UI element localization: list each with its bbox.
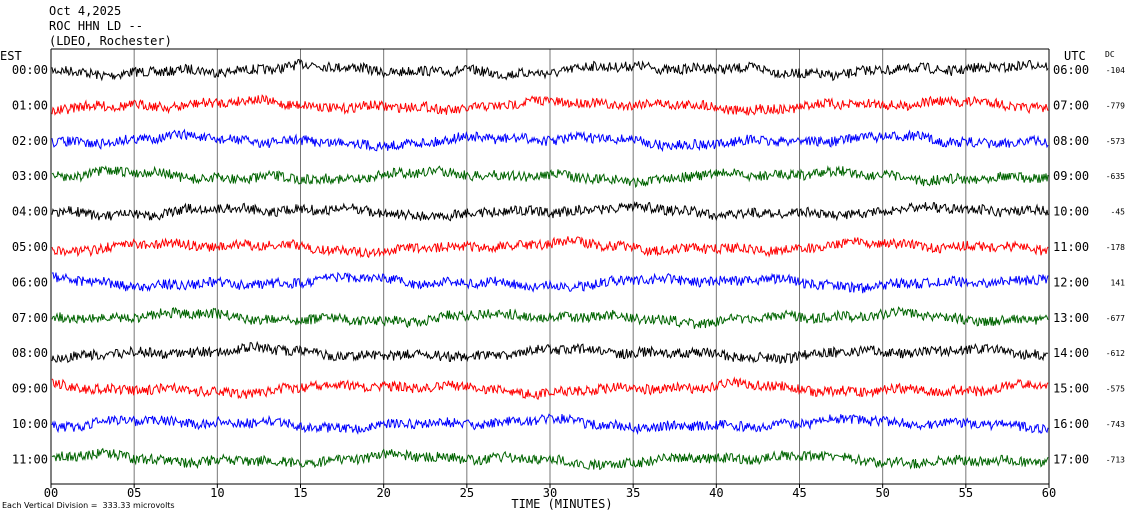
x-tick-label: 45 (792, 486, 806, 500)
est-label: 01:00 (12, 98, 48, 112)
est-label: 08:00 (12, 346, 48, 360)
x-tick-label: 10 (210, 486, 224, 500)
utc-label: 13:00 (1053, 311, 1089, 325)
utc-label: 17:00 (1053, 452, 1089, 466)
utc-label: 06:00 (1053, 63, 1089, 77)
trace-00:00 (51, 58, 1049, 82)
utc-label: 11:00 (1053, 240, 1089, 254)
utc-label: 12:00 (1053, 275, 1089, 289)
x-tick-label: 00 (44, 486, 58, 500)
x-tick-label: 05 (127, 486, 141, 500)
utc-label: 09:00 (1053, 169, 1089, 183)
trace-10:00 (51, 413, 1049, 435)
trace-01:00 (51, 94, 1049, 116)
dc-label: -612 (1106, 349, 1125, 358)
utc-label: 14:00 (1053, 346, 1089, 360)
est-label: 06:00 (12, 275, 48, 289)
dc-label: -743 (1106, 420, 1125, 429)
dc-label: -713 (1106, 455, 1125, 464)
trace-11:00 (51, 447, 1049, 471)
utc-label: 08:00 (1053, 134, 1089, 148)
trace-07:00 (51, 306, 1049, 329)
trace-08:00 (51, 340, 1049, 365)
dc-label: -779 (1106, 101, 1125, 110)
x-tick-label: 20 (376, 486, 390, 500)
utc-label: 10:00 (1053, 205, 1089, 219)
utc-label: 16:00 (1053, 417, 1089, 431)
utc-label: 15:00 (1053, 382, 1089, 396)
dc-label: -104 (1106, 66, 1125, 75)
x-tick-label: 30 (543, 486, 557, 500)
right-axis-label: UTC (1064, 49, 1086, 63)
utc-label: 07:00 (1053, 98, 1089, 112)
trace-03:00 (51, 165, 1049, 189)
est-label: 02:00 (12, 134, 48, 148)
x-tick-label: 25 (460, 486, 474, 500)
dc-label: -635 (1106, 172, 1125, 181)
trace-05:00 (51, 236, 1049, 259)
est-label: 03:00 (12, 169, 48, 183)
x-axis-label: TIME (MINUTES) (511, 497, 612, 511)
dc-label: -677 (1106, 314, 1125, 323)
est-label: 00:00 (12, 63, 48, 77)
est-label: 05:00 (12, 240, 48, 254)
trace-02:00 (51, 128, 1049, 153)
est-label: 09:00 (12, 382, 48, 396)
trace-06:00 (51, 271, 1049, 294)
dc-label: -573 (1106, 137, 1125, 146)
est-label: 04:00 (12, 205, 48, 219)
header-station: ROC HHN LD -- (49, 19, 143, 33)
x-tick-label: 60 (1042, 486, 1056, 500)
x-tick-label: 35 (626, 486, 640, 500)
division-footnote: Each Vertical Division = 333.33 microvol… (2, 501, 175, 510)
header-date: Oct 4,2025 (49, 4, 122, 18)
x-tick-label: 55 (959, 486, 973, 500)
trace-04:00 (51, 201, 1049, 222)
dc-label: -178 (1106, 243, 1125, 252)
est-label: 10:00 (12, 417, 48, 431)
est-label: 11:00 (12, 452, 48, 466)
dc-label: -575 (1106, 385, 1125, 394)
left-axis-label: EST (0, 49, 22, 63)
est-label: 07:00 (12, 311, 48, 325)
dc-label: -45 (1111, 208, 1126, 217)
header-network: (LDEO, Rochester) (49, 34, 172, 48)
x-tick-label: 15 (293, 486, 307, 500)
dc-label: 141 (1111, 278, 1126, 287)
x-tick-label: 40 (709, 486, 723, 500)
trace-09:00 (51, 376, 1049, 401)
x-tick-label: 50 (875, 486, 889, 500)
dc-header: DC (1105, 50, 1115, 59)
